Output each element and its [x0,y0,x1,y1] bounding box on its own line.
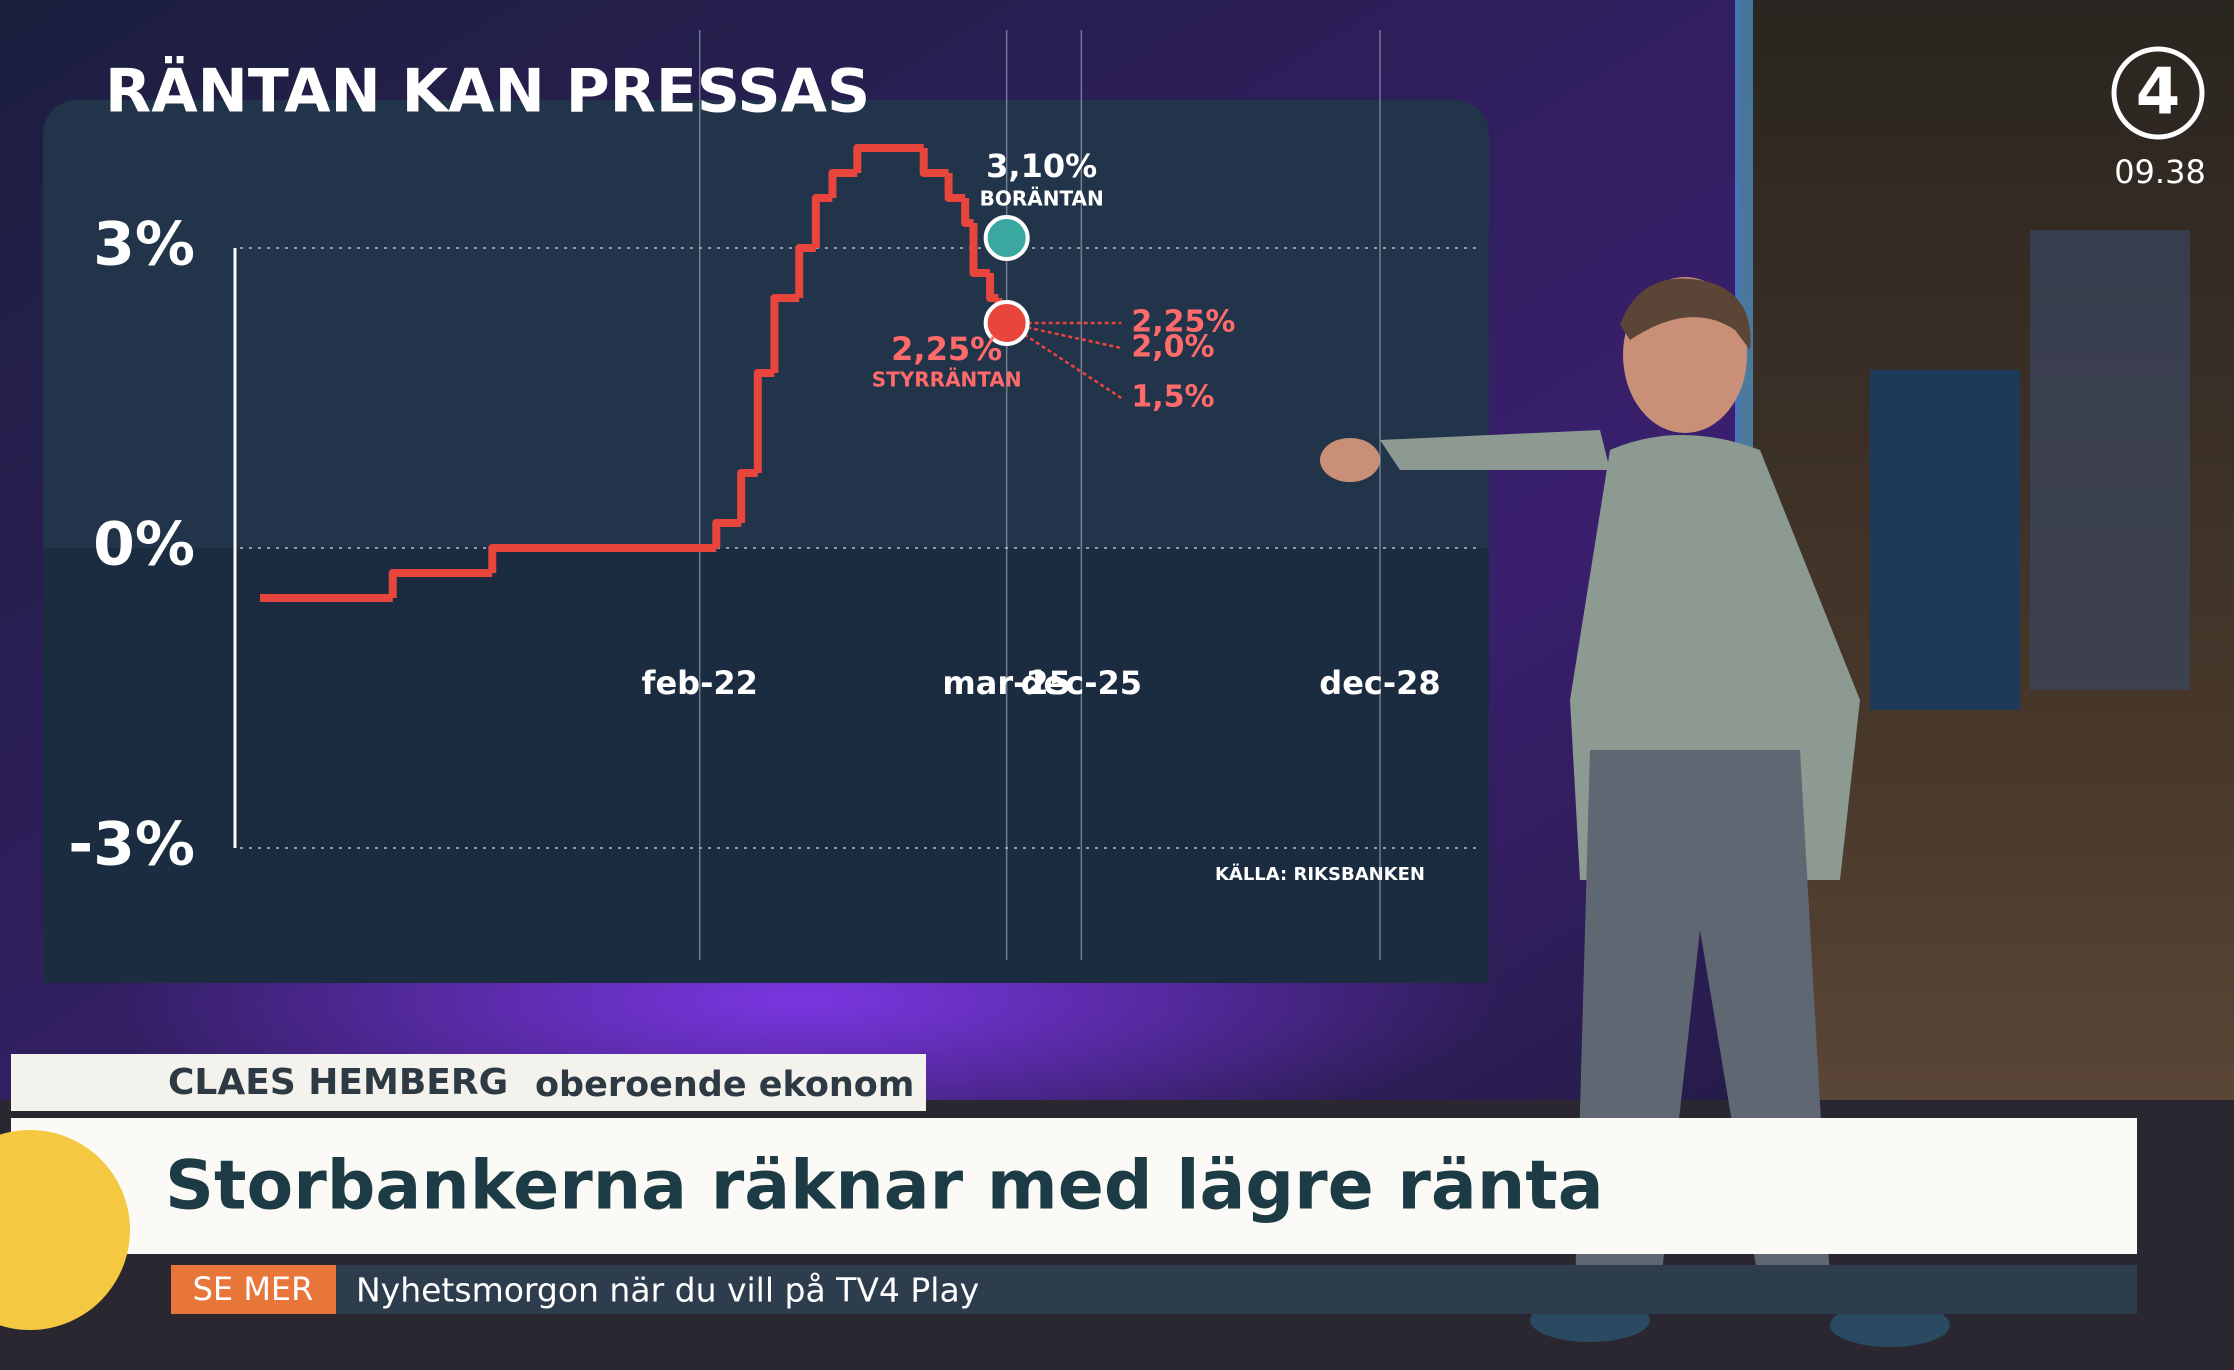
chart-title: RÄNTAN KAN PRESSAS [105,55,870,127]
y-tick-label: -3% [68,810,195,880]
y-tick-label: 3% [93,210,195,280]
point-value-label: 2,25% [891,330,1002,368]
forecast-label: 2,25% [1131,305,1235,340]
rate-step [795,244,816,298]
rate-step [737,469,758,523]
rate-step [853,144,924,173]
rate-step [969,223,991,277]
name-bar [11,1054,926,1111]
rate-point [983,215,1030,261]
name: CLAES HEMBERG [168,1062,508,1103]
ticker: Nyhetsmorgon när du vill på TV4 Play [356,1271,979,1310]
forecast-label: 2,0% [1131,330,1214,365]
headline: Storbankerna räknar med lägre ränta [165,1147,1604,1226]
channel-number: 4 [2136,56,2181,130]
studio-window [2030,230,2190,690]
x-tick-label: dec-28 [1319,664,1440,702]
x-tick-label: dec-25 [1021,664,1142,702]
lower-third: CLAES HEMBERG oberoende ekonom Storbanke… [0,46,2206,1330]
channel-logo [2111,46,2205,140]
sun-icon [0,1130,130,1330]
rate-step [753,369,775,473]
rate-step [919,148,949,177]
headline-bar [11,1118,2137,1254]
rate-step [828,169,858,198]
rate-step [488,544,717,573]
studio-screen [1870,370,2020,710]
button-bg[interactable] [171,1265,336,1314]
role: oberoende ekonom [535,1065,914,1105]
point-value-label: 3,10% [986,147,1097,185]
ticker-bar [171,1265,2137,1314]
chart: RÄNTAN KAN PRESSAS KÄLLA: RIKSBANKEN 3% 0… [68,30,1480,960]
clock: 09.38 [2114,153,2206,191]
rate-step [712,519,742,548]
se-mer-button[interactable]: SE MER [193,1270,314,1308]
source: KÄLLA: RIKSBANKEN [1215,863,1425,885]
forecast-line [1006,321,1122,350]
forecast-label: 1,5% [1131,380,1214,415]
chart-panel-lower [43,548,1489,983]
y-tick-label: 0% [93,510,195,580]
rate-step [811,194,833,248]
rate-step [770,294,800,373]
point-label: STYRRÄNTAN [872,368,1022,392]
rate-step [944,173,966,202]
x-tick-label: mar-25 [942,664,1071,702]
rate-point [983,300,1030,346]
point-label: BORÄNTAN [980,187,1104,211]
rate-step [388,569,493,598]
x-tick-label: feb-22 [642,664,758,702]
